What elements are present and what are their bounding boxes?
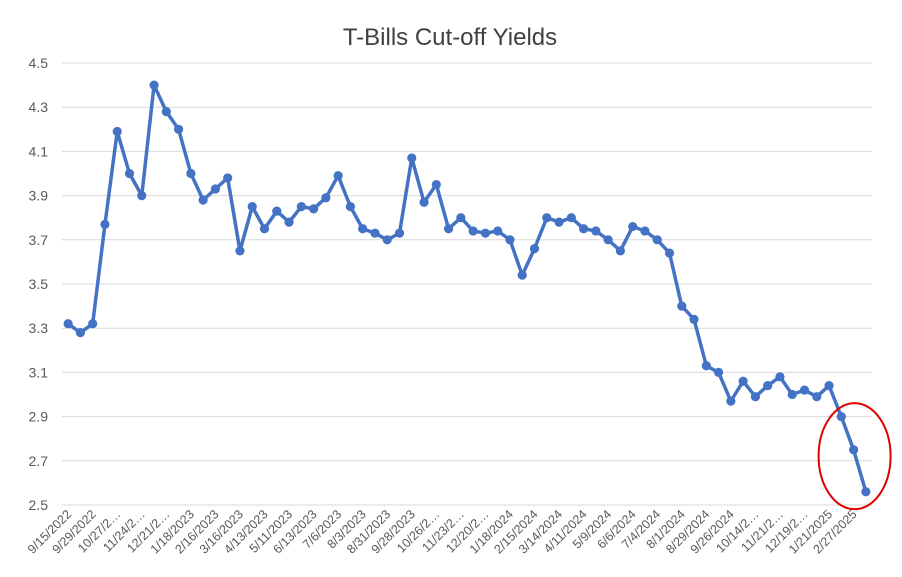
data-point — [321, 193, 331, 203]
chart-title: T-Bills Cut-off Yields — [343, 24, 557, 51]
data-point — [529, 244, 540, 254]
data-point — [554, 217, 564, 227]
data-point — [198, 195, 208, 205]
data-point — [149, 80, 159, 90]
data-point — [161, 107, 171, 117]
data-point — [578, 224, 589, 234]
data-point — [640, 226, 650, 236]
data-point — [370, 228, 380, 238]
y-axis-ticks: 2.5 2.7 2.9 3.1 3.3 3.5 3.7 3.9 4.1 4.3 4.5 — [29, 55, 49, 513]
series-line — [66, 83, 868, 494]
data-point — [210, 184, 221, 194]
data-point — [812, 392, 822, 402]
data-point — [750, 392, 761, 402]
y-tick-label: 4.3 — [29, 99, 49, 115]
data-point — [713, 367, 724, 377]
data-point — [836, 412, 846, 422]
y-tick-label: 3.9 — [29, 188, 49, 204]
data-point — [308, 204, 319, 214]
series-group — [63, 80, 871, 497]
data-point — [407, 153, 417, 163]
data-point — [542, 213, 552, 223]
data-point — [689, 314, 699, 324]
data-point — [738, 376, 748, 386]
data-point — [763, 381, 773, 391]
data-point — [296, 202, 306, 212]
y-tick-label: 3.1 — [29, 364, 49, 380]
data-point — [173, 124, 184, 134]
data-point — [603, 235, 613, 245]
y-tick-label: 3.5 — [29, 276, 49, 292]
data-point — [726, 396, 736, 406]
y-tick-label: 4.5 — [29, 55, 49, 71]
gridlines — [62, 62, 872, 506]
data-point — [247, 202, 257, 212]
data-point — [443, 224, 454, 234]
data-point — [824, 381, 834, 391]
data-point — [88, 319, 98, 329]
data-point — [861, 487, 871, 497]
y-tick-label: 3.7 — [29, 232, 49, 248]
data-point — [345, 202, 356, 212]
data-point — [848, 445, 859, 455]
data-point — [419, 197, 429, 207]
data-point — [664, 248, 675, 258]
data-point — [652, 235, 662, 245]
y-tick-label: 2.9 — [29, 409, 49, 425]
data-point — [566, 213, 576, 223]
data-point — [75, 328, 86, 338]
data-point — [358, 224, 368, 234]
data-point — [284, 217, 294, 227]
data-point — [480, 228, 491, 238]
x-axis-ticks: 9/15/20229/29/202210/27/2…11/24/2…12/21/… — [25, 507, 860, 556]
y-tick-label: 2.7 — [29, 453, 49, 469]
data-point — [272, 206, 282, 216]
data-point — [628, 221, 638, 232]
data-point — [456, 213, 466, 223]
data-point — [394, 228, 405, 238]
data-point — [100, 219, 110, 229]
data-point — [223, 173, 233, 183]
data-point — [235, 246, 245, 256]
data-point — [124, 168, 135, 179]
y-tick-label: 3.3 — [29, 320, 49, 336]
data-point — [677, 301, 687, 311]
data-point — [63, 319, 73, 329]
data-point — [468, 226, 478, 236]
data-point — [382, 235, 392, 245]
data-point — [701, 361, 711, 371]
data-point — [333, 171, 343, 181]
data-point — [112, 126, 122, 137]
highlight-circle — [817, 402, 892, 511]
data-point — [615, 246, 626, 256]
data-point — [775, 372, 785, 382]
data-point — [137, 191, 147, 201]
data-point — [431, 179, 441, 190]
data-point — [517, 270, 527, 280]
data-point — [591, 226, 601, 236]
data-point — [493, 226, 503, 236]
data-point — [186, 168, 196, 179]
data-point — [505, 235, 515, 245]
data-point — [259, 224, 270, 234]
data-point — [799, 385, 810, 395]
y-tick-label: 4.1 — [29, 143, 49, 159]
y-tick-label: 2.5 — [29, 497, 49, 513]
data-point — [787, 389, 797, 400]
